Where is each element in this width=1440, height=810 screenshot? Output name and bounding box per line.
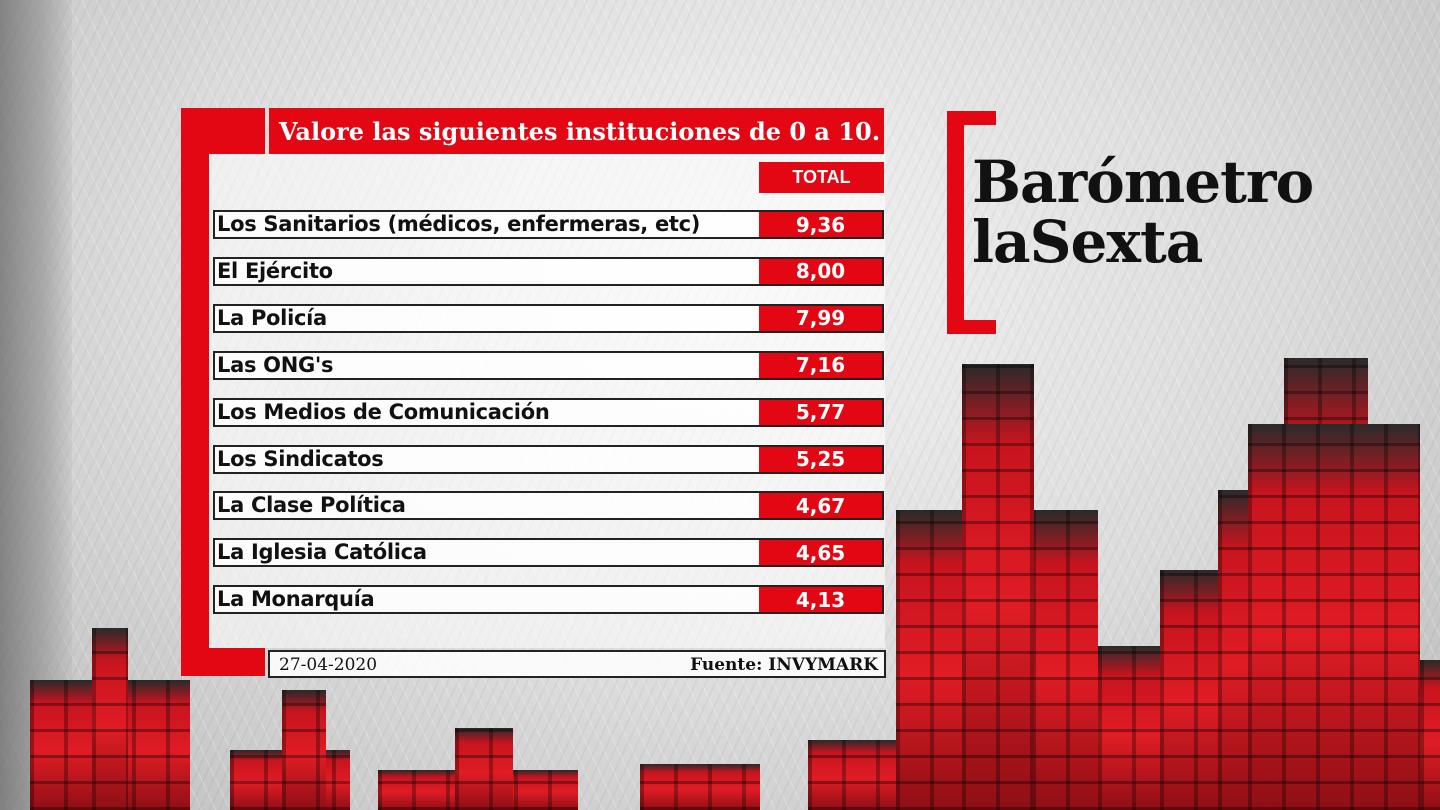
brand-bracket-bottom	[947, 320, 996, 334]
chart-title-text: Valore las siguientes instituciones de 0…	[279, 116, 881, 146]
row-value: 4,65	[759, 540, 882, 566]
brand-bracket-top	[947, 111, 996, 125]
row-label: Los Sanitarios (médicos, enfermeras, etc…	[217, 212, 701, 236]
brand-line-2: laSexta	[972, 208, 1203, 276]
table-row: Los Sindicatos 5,25	[213, 444, 884, 474]
row-label: La Clase Política	[217, 493, 406, 518]
table-bracket-top	[181, 108, 265, 154]
row-label: Los Medios de Comunicación	[217, 399, 550, 424]
table-footer: 27-04-2020 Fuente: INVYMARK	[268, 650, 886, 678]
table-row: El Ejército 8,00	[213, 256, 884, 286]
table-row: La Monarquía 4,13	[213, 585, 884, 615]
footer-source: Fuente: INVYMARK	[690, 655, 878, 675]
row-label: Los Sindicatos	[217, 446, 384, 471]
row-label: La Monarquía	[217, 587, 375, 612]
brand-line-1: Barómetro	[972, 148, 1314, 216]
row-label: Las ONG's	[217, 352, 334, 377]
row-label: El Ejército	[217, 258, 333, 283]
chart-title: Valore las siguientes instituciones de 0…	[269, 108, 884, 154]
table-bracket-bottom	[181, 648, 265, 676]
table-row: Los Sanitarios (médicos, enfermeras, etc…	[213, 210, 884, 239]
table-row: Los Medios de Comunicación 5,77	[213, 397, 884, 427]
row-value: 7,16	[759, 352, 882, 378]
table-row: La Iglesia Católica 4,65	[213, 538, 884, 568]
brand-logo: Barómetro laSexta	[972, 152, 1352, 272]
row-label: La Policía	[217, 305, 327, 330]
column-header-text: TOTAL	[792, 167, 851, 187]
table-row: La Policía 7,99	[213, 303, 884, 333]
row-label: La Iglesia Católica	[217, 540, 427, 565]
table-bracket	[181, 108, 209, 676]
table-row: La Clase Política 4,67	[213, 491, 884, 521]
background-tower	[0, 0, 72, 810]
row-value: 4,67	[759, 493, 882, 519]
row-value: 5,25	[759, 446, 882, 472]
footer-date: 27-04-2020	[279, 655, 378, 675]
row-value: 9,36	[759, 212, 882, 237]
row-value: 5,77	[759, 399, 882, 425]
row-value: 4,13	[759, 587, 882, 613]
row-value: 7,99	[759, 305, 882, 331]
table-row: Las ONG's 7,16	[213, 350, 884, 380]
brand-bracket	[947, 111, 964, 334]
row-value: 8,00	[759, 258, 882, 284]
column-header-total: TOTAL	[759, 162, 884, 193]
